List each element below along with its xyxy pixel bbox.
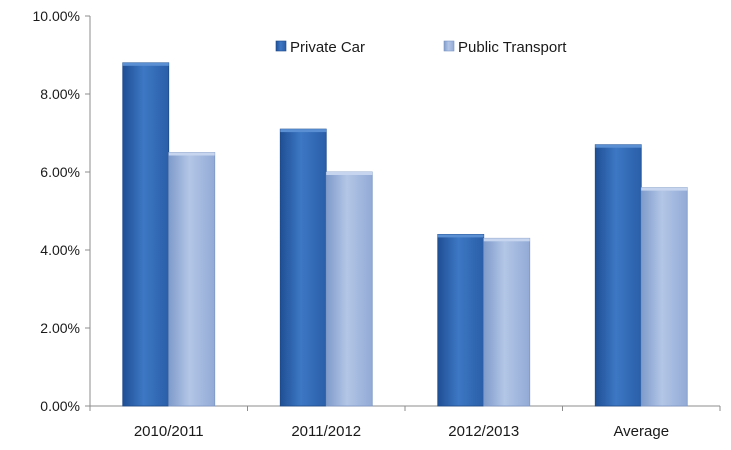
y-tick-label: 2.00% bbox=[40, 320, 80, 336]
y-tick-label: 0.00% bbox=[40, 398, 80, 414]
bar-top-cap bbox=[437, 234, 484, 238]
bars bbox=[122, 62, 688, 407]
y-tick-label: 8.00% bbox=[40, 86, 80, 102]
legend: Private Car Public Transport bbox=[275, 39, 567, 56]
x-tick-label: Average bbox=[613, 423, 669, 440]
bar-top-cap bbox=[168, 152, 215, 156]
bar-public-transport-0 bbox=[168, 152, 216, 407]
bar-top-cap bbox=[483, 238, 530, 242]
bar-top-cap bbox=[280, 129, 327, 133]
bar-public-transport-3 bbox=[640, 187, 688, 407]
x-tick-label: 2011/2012 bbox=[291, 423, 361, 440]
y-tick-label: 10.00% bbox=[33, 8, 80, 24]
tick-labels: 0.00% 2.00% 4.00% 6.00% 8.00% 10.00% 2010/2011… bbox=[33, 8, 670, 440]
bar-public-transport-2 bbox=[483, 237, 531, 407]
y-tick-label: 6.00% bbox=[40, 164, 80, 180]
legend-swatch-public-transport bbox=[443, 40, 455, 52]
x-tick-label: 2010/2011 bbox=[134, 423, 204, 440]
bar-private-car-0 bbox=[122, 62, 170, 407]
bar-top-cap bbox=[641, 187, 688, 191]
bar-private-car-1 bbox=[279, 128, 327, 407]
bar-top-cap bbox=[595, 144, 642, 148]
bar-public-transport-1 bbox=[325, 171, 373, 407]
bar-private-car-2 bbox=[437, 233, 485, 407]
legend-label: Public Transport bbox=[458, 39, 567, 56]
legend-swatch-private-car bbox=[275, 40, 287, 52]
bar-top-cap bbox=[326, 172, 373, 175]
y-tick-label: 4.00% bbox=[40, 242, 80, 258]
x-tick-label: 2012/2013 bbox=[448, 423, 519, 440]
legend-label: Private Car bbox=[290, 39, 365, 56]
bar-top-cap bbox=[122, 62, 169, 66]
bar-private-car-3 bbox=[594, 144, 642, 407]
